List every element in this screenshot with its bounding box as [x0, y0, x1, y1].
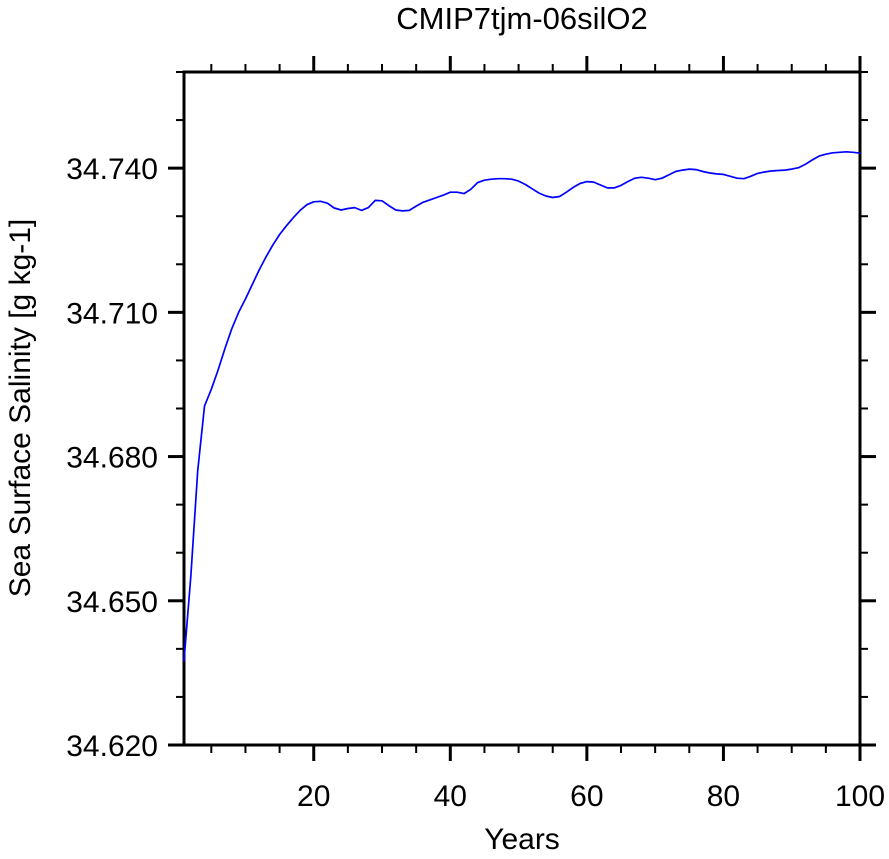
chart-title: CMIP7tjm-06silO2 [396, 1, 648, 36]
y-tick-label: 34.680 [66, 442, 158, 475]
x-tick-label: 20 [297, 780, 330, 813]
y-tick-label: 34.710 [66, 297, 158, 330]
x-tick-label: 40 [434, 780, 467, 813]
data-line [183, 150, 861, 662]
y-tick-label: 34.620 [66, 730, 158, 763]
x-tick-label: 100 [835, 780, 885, 813]
y-tick-label: 34.650 [66, 586, 158, 619]
y-tick-label: 34.740 [66, 153, 158, 186]
x-axis-label: Years [484, 823, 560, 856]
x-tick-label: 60 [570, 780, 603, 813]
x-tick-label: 80 [707, 780, 740, 813]
plot-frame [182, 70, 862, 747]
